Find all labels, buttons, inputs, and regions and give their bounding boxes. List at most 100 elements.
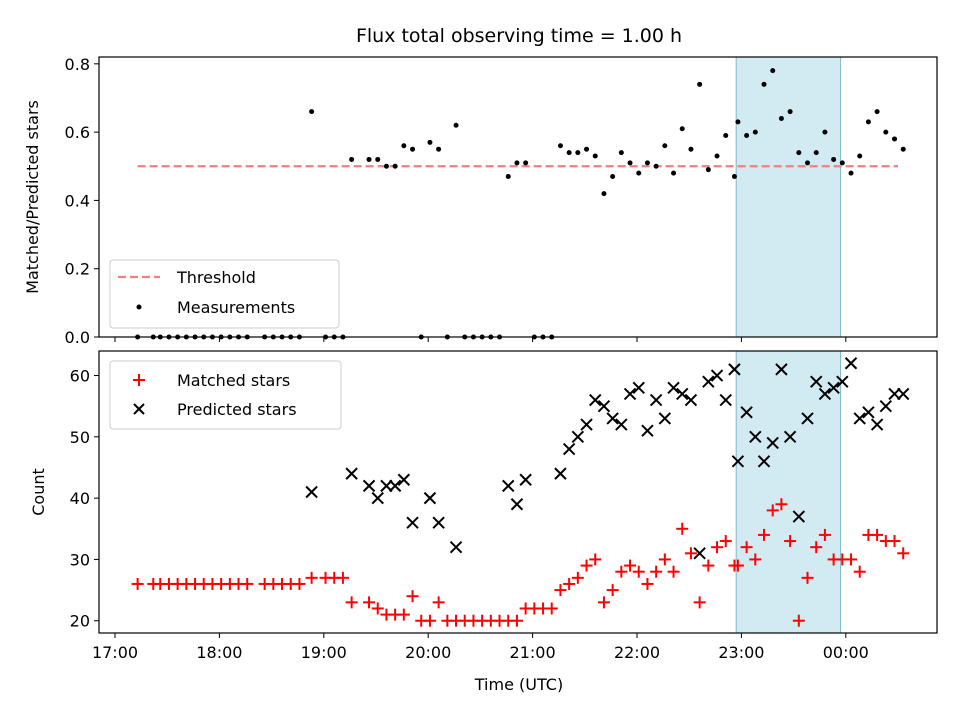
measurement-point <box>787 109 793 115</box>
bottom-legend-box <box>109 360 342 430</box>
measurement-point <box>723 133 729 139</box>
predicted-point <box>502 479 515 493</box>
predicted-point <box>632 381 645 394</box>
predicted-point <box>432 516 445 529</box>
matched-point <box>241 577 254 590</box>
x-tick-label: 22:00 <box>614 643 660 662</box>
legend-matched-swatch <box>133 374 145 386</box>
matched-point <box>731 559 744 572</box>
predicted-point <box>667 381 680 394</box>
bottom-highlight-span <box>735 350 842 634</box>
x-tick-label: 19:00 <box>301 643 347 662</box>
matched-point <box>345 596 358 609</box>
measurement-point <box>900 146 906 152</box>
matched-point <box>897 547 910 560</box>
matched-point <box>423 614 436 627</box>
matched-point <box>563 577 576 590</box>
matched-point <box>545 602 558 615</box>
measurement-point <box>349 156 355 162</box>
legend-predicted-label: Predicted stars <box>177 400 297 419</box>
measurement-point <box>575 150 581 156</box>
predicted-point <box>362 479 376 493</box>
matched-point <box>676 522 689 535</box>
matched-point <box>801 571 814 584</box>
predicted-point <box>597 399 611 413</box>
matched-point <box>589 553 602 566</box>
measurement-point <box>857 153 863 159</box>
predicted-point <box>658 412 672 425</box>
matched-point <box>606 584 619 597</box>
measurement-point <box>805 160 811 166</box>
measurement-point <box>697 81 703 87</box>
measurement-point <box>436 146 442 152</box>
matched-point <box>336 571 349 584</box>
predicted-point <box>783 430 797 444</box>
predicted-point <box>870 418 884 431</box>
predicted-point <box>623 387 637 401</box>
predicted-point <box>792 510 806 523</box>
measurement-point <box>688 146 694 152</box>
matched-point <box>719 535 732 548</box>
measurement-point <box>671 170 677 176</box>
predicted-point <box>702 375 715 388</box>
measurement-point <box>813 150 819 156</box>
measurement-point <box>392 163 398 169</box>
matched-point <box>305 571 318 584</box>
measurement-point <box>410 146 416 152</box>
predicted-point <box>589 393 602 407</box>
predicted-point <box>649 393 663 407</box>
legend-measurements-label: Measurements <box>177 298 295 317</box>
predicted-point <box>305 485 318 499</box>
measurement-point <box>375 156 381 162</box>
matched-point <box>406 590 419 603</box>
predicted-point <box>836 375 849 388</box>
matched-point <box>818 528 831 541</box>
matched-point <box>571 571 584 584</box>
bottom-legend: Matched stars Predicted stars <box>109 360 342 430</box>
measurement-point <box>601 191 607 197</box>
measurement-point <box>662 143 668 149</box>
predicted-point <box>615 418 628 431</box>
measurement-point <box>892 136 898 142</box>
measurement-point <box>848 170 854 176</box>
measurement-point <box>796 150 802 156</box>
matched-point <box>766 504 779 517</box>
top-highlight-span <box>735 56 842 338</box>
matched-point <box>740 541 753 554</box>
matched-point <box>888 535 901 548</box>
predicted-point <box>853 412 866 425</box>
measurement-point <box>714 153 720 159</box>
matched-point <box>650 565 663 578</box>
top-y-tick-label: 0.8 <box>65 55 90 74</box>
matched-point <box>792 614 805 627</box>
bottom-y-tick-label: 50 <box>70 428 90 447</box>
predicted-point <box>510 498 524 511</box>
matched-point <box>554 584 567 597</box>
matched-point <box>758 528 771 541</box>
predicted-point <box>710 369 724 382</box>
matched-point <box>711 541 724 554</box>
predicted-point <box>606 412 619 425</box>
measurement-point <box>401 143 407 149</box>
predicted-point <box>897 387 910 401</box>
bottom-axes: 17:00 18:00 19:00 20:00 21:00 22:00 23:00 00:00… <box>29 350 938 694</box>
predicted-point <box>423 491 437 505</box>
measurement-point <box>427 139 433 145</box>
measurement-point <box>309 109 315 115</box>
matched-point <box>615 565 628 578</box>
measurement-point <box>770 68 776 74</box>
predicted-point <box>879 399 893 413</box>
measurement-point <box>761 81 767 87</box>
measurement-point <box>636 170 642 176</box>
x-tick-label: 18:00 <box>196 643 242 662</box>
measurement-point <box>557 143 563 149</box>
matched-point <box>363 596 376 609</box>
measurement-point <box>831 156 837 162</box>
top-legend-box <box>109 259 340 329</box>
measurement-point <box>610 174 616 180</box>
x-tick-label: 23:00 <box>718 643 764 662</box>
predicted-point <box>562 442 576 456</box>
x-tick-label: 17:00 <box>92 643 138 662</box>
measurement-point <box>566 150 572 156</box>
predicted-point <box>766 436 779 450</box>
